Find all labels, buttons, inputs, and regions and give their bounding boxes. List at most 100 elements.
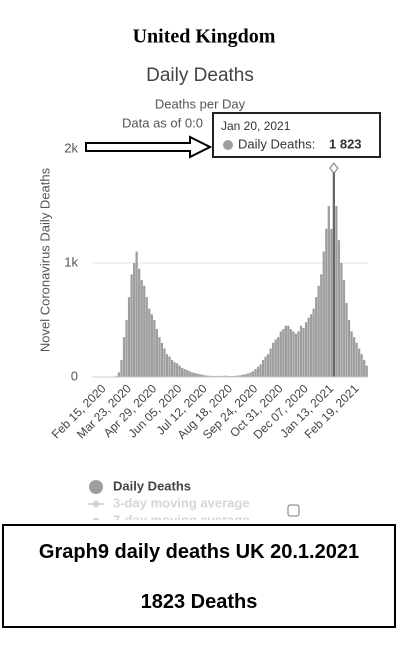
bar <box>347 320 351 377</box>
bar <box>132 263 136 377</box>
tooltip-value: 1 823 <box>329 136 362 151</box>
bar <box>153 320 156 377</box>
bar <box>125 320 128 377</box>
bar <box>117 372 121 377</box>
bar <box>261 359 265 377</box>
bar <box>122 337 126 377</box>
y-tick-label: 0 <box>71 368 78 383</box>
bar <box>120 359 123 377</box>
bar <box>246 373 250 377</box>
tooltip-title: Jan 20, 2021 <box>221 119 291 133</box>
y-tick-label: 1k <box>64 254 78 269</box>
bar <box>294 333 298 377</box>
bar <box>234 375 237 377</box>
bar <box>196 373 199 377</box>
tooltip-label: Daily Deaths: <box>238 136 315 151</box>
bar <box>178 365 181 377</box>
bar <box>115 375 118 377</box>
bar <box>130 274 133 377</box>
bar <box>279 331 282 377</box>
bar <box>148 308 151 377</box>
bar <box>304 322 308 377</box>
bar <box>173 362 176 377</box>
bar <box>244 374 247 377</box>
bar <box>256 366 260 377</box>
tooltip-box <box>212 112 381 158</box>
legend-checkbox[interactable] <box>287 504 300 517</box>
bar <box>327 206 330 377</box>
bar <box>299 325 303 377</box>
caption: Graph9 daily deaths UK 20.1.2021 1823 De… <box>2 524 396 628</box>
subtitle: Deaths per Day <box>155 96 246 111</box>
highlight-marker <box>329 162 339 174</box>
caption-line: Graph9 daily deaths UK 20.1.2021 <box>38 541 360 563</box>
bar <box>307 317 310 377</box>
bar <box>363 359 366 377</box>
legend-swatch <box>89 480 103 494</box>
bar <box>320 274 323 377</box>
bar <box>188 371 191 377</box>
bar <box>355 342 358 377</box>
bar <box>358 348 361 377</box>
bar <box>360 354 363 377</box>
bar <box>350 331 353 377</box>
bar <box>282 329 285 377</box>
caption-line: 1823 Deaths <box>140 591 258 613</box>
bar <box>249 372 252 377</box>
arrow <box>85 135 213 159</box>
bar <box>170 359 174 377</box>
chart: United Kingdom Daily Deaths Deaths per D… <box>37 26 381 520</box>
bar <box>175 363 179 377</box>
bar <box>138 268 141 377</box>
bar <box>221 375 224 377</box>
bar <box>277 337 280 377</box>
bar <box>365 365 368 377</box>
bar <box>317 285 320 377</box>
bar <box>259 364 262 377</box>
bar <box>297 331 300 377</box>
legend-swatch <box>92 500 100 508</box>
bar <box>160 342 164 377</box>
bar <box>165 354 169 377</box>
bar <box>251 371 255 377</box>
bar <box>201 374 204 377</box>
y-axis-label: Novel Coronavirus Daily Deaths <box>37 167 52 352</box>
bar <box>186 370 189 377</box>
bar <box>352 337 356 377</box>
bar <box>191 372 194 377</box>
bar <box>241 374 244 377</box>
bar <box>203 375 207 377</box>
bar <box>340 263 343 377</box>
bar <box>274 339 277 377</box>
bar <box>264 356 267 377</box>
bar <box>224 375 227 377</box>
bar <box>287 325 290 377</box>
legend-label: Daily Deaths <box>113 478 191 493</box>
bar <box>211 375 214 377</box>
bar <box>342 280 346 377</box>
bar <box>168 356 171 377</box>
subtitle: Data as of 0:0 <box>122 115 203 130</box>
bar <box>322 251 325 377</box>
bar <box>337 240 341 377</box>
bar <box>266 354 270 377</box>
bar <box>208 375 212 377</box>
bar <box>345 302 348 377</box>
bar <box>155 329 159 377</box>
legend-swatch <box>92 517 100 520</box>
chart-title: Daily Deaths <box>146 65 254 86</box>
bar <box>289 329 293 377</box>
y-tick-label: 2k <box>64 140 78 155</box>
bar <box>239 375 242 377</box>
bar <box>332 169 336 377</box>
bar <box>330 228 333 377</box>
bar <box>218 375 222 377</box>
bar <box>236 375 239 377</box>
bar <box>183 369 186 377</box>
bar <box>206 375 209 377</box>
bar <box>145 297 148 377</box>
bar <box>150 314 153 377</box>
bar <box>292 331 295 377</box>
bar <box>302 327 305 377</box>
bar <box>158 337 161 377</box>
